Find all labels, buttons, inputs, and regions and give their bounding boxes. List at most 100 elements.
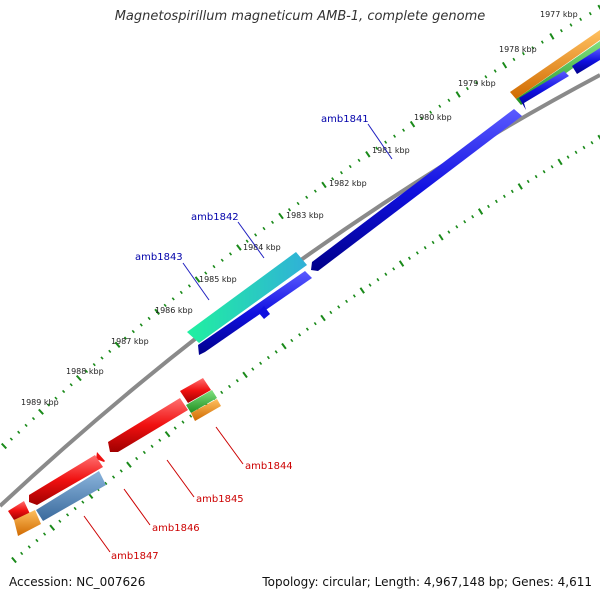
- tick-mark: [487, 204, 490, 209]
- tick-mark: [521, 51, 525, 56]
- scale-label: 1979 kbp: [458, 79, 496, 88]
- tick-mark: [123, 336, 128, 340]
- gene-label-amb1842: amb1842: [191, 212, 239, 223]
- tick-mark: [189, 414, 193, 418]
- tick-mark: [313, 189, 317, 193]
- tick-mark: [384, 140, 388, 144]
- tick-mark: [559, 28, 563, 33]
- tick-mark: [455, 91, 461, 98]
- leader-line-amb1846: [123, 488, 151, 526]
- tick-mark: [114, 341, 121, 348]
- leader-line-amb1845: [166, 459, 195, 498]
- tick-mark: [75, 374, 82, 382]
- scale-label: 1987 kbp: [111, 337, 149, 346]
- tick-mark: [438, 233, 444, 241]
- tick-mark: [281, 342, 287, 350]
- scale-label: 1977 kbp: [540, 10, 578, 19]
- tick-mark: [131, 329, 135, 334]
- tick-mark: [81, 500, 85, 504]
- scale-label: 1984 kbp: [243, 243, 281, 252]
- tick-mark: [235, 379, 239, 383]
- scale-label: 1988 kbp: [66, 367, 104, 376]
- tick-mark: [549, 32, 555, 40]
- tick-mark: [24, 423, 28, 428]
- tick-mark: [84, 369, 89, 374]
- blue-gene-amb1843: [258, 306, 270, 319]
- tick-mark: [27, 545, 31, 549]
- tick-mark: [150, 444, 154, 448]
- tick-mark: [242, 371, 248, 379]
- leader-line-amb1842: [237, 221, 265, 259]
- tick-mark: [423, 245, 427, 250]
- tick-mark: [348, 164, 352, 169]
- tick-mark: [590, 140, 594, 145]
- tick-mark: [526, 179, 530, 184]
- tick-mark: [187, 284, 191, 288]
- tick-mark: [420, 116, 424, 120]
- tick-mark: [597, 4, 600, 10]
- tick-mark: [339, 170, 343, 175]
- tick-mark: [320, 314, 326, 322]
- tick-mark: [9, 437, 13, 441]
- tick-mark: [359, 287, 365, 294]
- tick-mark: [393, 134, 397, 138]
- tick-mark: [278, 212, 284, 220]
- tick-mark: [407, 256, 411, 260]
- blue-gene-arrow: [572, 48, 600, 74]
- tick-mark: [557, 158, 563, 166]
- tick-mark: [194, 276, 201, 283]
- blue-gene-arrow: [519, 71, 569, 110]
- tick-mark: [158, 438, 162, 442]
- tick-mark: [20, 551, 24, 556]
- tick-mark: [147, 316, 151, 321]
- tick-mark: [542, 169, 546, 174]
- tick-mark: [0, 442, 8, 450]
- tick-mark: [352, 294, 356, 298]
- red-gene-amb1845: [108, 398, 188, 452]
- tick-mark: [431, 240, 435, 245]
- tick-mark: [582, 145, 586, 150]
- tick-mark: [139, 323, 143, 327]
- scale-label: 1980 kbp: [414, 113, 452, 122]
- tick-mark: [429, 110, 433, 114]
- tick-mark: [331, 177, 335, 181]
- tick-mark: [475, 80, 479, 85]
- tick-mark: [402, 128, 406, 132]
- tick-mark: [375, 146, 379, 150]
- tick-mark: [171, 297, 175, 301]
- tick-mark: [17, 430, 21, 434]
- scale-label: 1986 kbp: [155, 306, 193, 315]
- blue-gene-amb1841: [311, 109, 522, 271]
- tick-mark: [65, 513, 70, 517]
- tick-mark: [392, 267, 396, 271]
- tick-mark: [534, 174, 538, 179]
- tick-mark: [254, 233, 258, 237]
- tick-mark: [465, 86, 469, 91]
- tick-mark: [111, 475, 116, 479]
- tick-mark: [46, 403, 51, 407]
- tick-mark: [92, 362, 96, 367]
- tick-mark: [574, 150, 578, 154]
- leader-line-amb1843: [182, 262, 210, 301]
- tick-mark: [365, 151, 371, 158]
- tick-mark: [58, 519, 62, 523]
- red-gene-amb1846: [29, 455, 103, 505]
- red-gene-small: [96, 452, 105, 462]
- tick-mark: [236, 244, 242, 251]
- tick-mark: [38, 408, 44, 415]
- tick-mark: [227, 384, 232, 389]
- tick-mark: [163, 303, 167, 308]
- outer-tick-ring: [0, 4, 600, 450]
- tick-mark: [588, 11, 592, 16]
- tick-mark: [597, 134, 600, 140]
- tick-mark: [62, 389, 66, 394]
- tick-mark: [463, 220, 467, 224]
- orange-feature-bottom: [191, 399, 221, 421]
- green-feature-bottom: [186, 390, 217, 413]
- gene-label-amb1846: amb1846: [152, 523, 200, 534]
- tick-mark: [510, 189, 514, 194]
- tick-mark: [245, 239, 249, 243]
- tick-mark: [266, 355, 270, 360]
- tick-mark: [154, 308, 160, 316]
